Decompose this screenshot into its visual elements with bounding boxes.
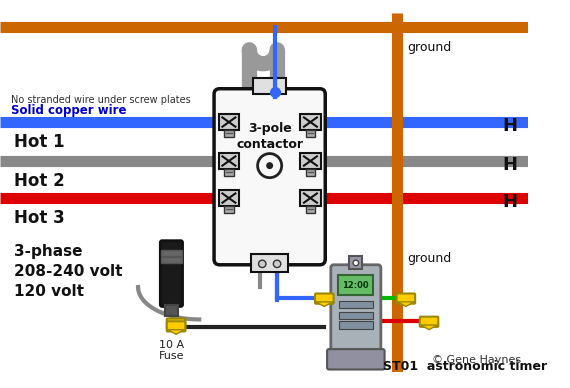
- Circle shape: [258, 154, 282, 178]
- Bar: [224, 169, 234, 176]
- Bar: [306, 206, 315, 213]
- Polygon shape: [168, 330, 185, 334]
- Text: Hot 3: Hot 3: [14, 210, 64, 227]
- Polygon shape: [421, 325, 437, 330]
- Text: H: H: [502, 156, 517, 174]
- Text: H: H: [502, 117, 517, 135]
- Circle shape: [259, 260, 266, 268]
- Bar: [338, 275, 373, 295]
- Circle shape: [353, 260, 359, 266]
- FancyBboxPatch shape: [420, 317, 438, 327]
- Text: © Gene Haynes: © Gene Haynes: [431, 355, 521, 365]
- Bar: [161, 250, 182, 256]
- Bar: [300, 114, 320, 130]
- Polygon shape: [316, 302, 333, 307]
- Text: ST01  astronomic timer: ST01 astronomic timer: [382, 360, 547, 373]
- FancyBboxPatch shape: [327, 349, 385, 369]
- Bar: [161, 257, 182, 263]
- Polygon shape: [397, 302, 414, 307]
- Text: Hot 1: Hot 1: [14, 133, 64, 151]
- Bar: [300, 190, 320, 206]
- Text: 3-phase
208-240 volt
120 volt: 3-phase 208-240 volt 120 volt: [14, 244, 123, 299]
- Circle shape: [274, 260, 281, 268]
- Text: No stranded wire under screw plates: No stranded wire under screw plates: [11, 95, 191, 106]
- FancyBboxPatch shape: [214, 89, 325, 265]
- Bar: [253, 78, 286, 94]
- Bar: [219, 190, 239, 206]
- Bar: [306, 169, 315, 176]
- Text: Solid copper wire: Solid copper wire: [11, 104, 127, 118]
- Bar: [219, 152, 239, 169]
- Text: H: H: [502, 193, 517, 211]
- Bar: [339, 321, 373, 329]
- Bar: [349, 256, 363, 269]
- FancyBboxPatch shape: [315, 293, 333, 304]
- Text: ground: ground: [408, 40, 452, 54]
- Circle shape: [267, 163, 272, 168]
- FancyBboxPatch shape: [167, 321, 185, 331]
- FancyBboxPatch shape: [397, 293, 415, 304]
- Text: Hot 2: Hot 2: [14, 172, 64, 191]
- Text: ground: ground: [408, 252, 452, 265]
- FancyBboxPatch shape: [160, 241, 182, 307]
- Bar: [339, 312, 373, 319]
- Text: 10 A
Fuse: 10 A Fuse: [158, 340, 184, 362]
- FancyBboxPatch shape: [167, 319, 185, 329]
- Bar: [300, 152, 320, 169]
- Text: 12:00: 12:00: [343, 281, 369, 290]
- Bar: [219, 114, 239, 130]
- Text: 3-pole
contactor: 3-pole contactor: [236, 122, 303, 151]
- Bar: [339, 301, 373, 308]
- Polygon shape: [168, 327, 185, 331]
- Bar: [306, 130, 315, 137]
- Bar: [224, 130, 234, 137]
- Bar: [224, 206, 234, 213]
- Bar: [251, 254, 288, 272]
- Bar: [165, 305, 178, 316]
- FancyBboxPatch shape: [331, 265, 381, 354]
